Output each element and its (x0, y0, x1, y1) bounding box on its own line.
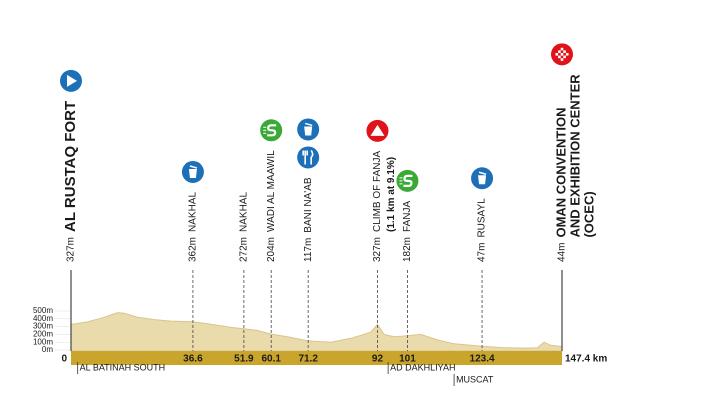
x-tick-label: 92 (372, 354, 384, 365)
y-tick-label: 400m (33, 314, 53, 323)
elevation-profile (70, 312, 563, 352)
icon-glyph (304, 126, 313, 136)
waypoint-elevation: 362m (188, 237, 199, 262)
y-tick-label: 300m (33, 322, 53, 331)
icon-start (60, 69, 82, 92)
x-tick-label: 71.2 (298, 354, 318, 365)
icon-sprint (260, 119, 283, 142)
x-tick-label: 36.6 (183, 354, 203, 365)
waypoint-elevation: 117m (303, 238, 314, 262)
x-tick-label: 101 (399, 354, 416, 365)
y-tick-label: 500m (33, 306, 53, 315)
icon-glyph (558, 55, 561, 59)
icon-glyph (478, 175, 487, 185)
waypoint-name: FANJA (402, 201, 413, 232)
y-tick-label: 0m (42, 345, 53, 354)
icon-glyph (563, 55, 566, 59)
waypoint-name: CLIMB OF FANJA (372, 151, 383, 232)
icon-glyph (565, 53, 569, 56)
y-tick-label: 200m (33, 330, 53, 339)
icon-feed (471, 167, 494, 190)
waypoint-name: WADI AL MAAWIL (266, 150, 277, 232)
icon-glyph (558, 50, 561, 54)
x-tick-label: 147.4 km (565, 354, 607, 365)
icon-food (297, 146, 320, 169)
waypoint-name: BANI NA'AB (303, 177, 314, 233)
icon-feed (297, 118, 320, 141)
icon-glyph (403, 174, 413, 187)
icon-glyph (67, 74, 77, 87)
region-label: AL BATINAH SOUTH (80, 362, 166, 372)
icon-sprint (396, 169, 419, 192)
icon-glyph (478, 171, 487, 175)
icon-glyph (563, 50, 566, 54)
icon-glyph (188, 168, 197, 178)
icon-finish (551, 43, 573, 66)
waypoint-elevation: 272m (239, 237, 250, 262)
region-label: MUSCAT (456, 374, 494, 384)
icon-glyph (560, 47, 564, 51)
waypoint-name: (OCEC) (581, 191, 596, 237)
waypoint-elevation: 182m (402, 237, 413, 262)
x-tick-label: 0 (61, 354, 67, 365)
waypoint-elevation: 204m (266, 237, 277, 262)
waypoint-name: AND EXHIBITION CENTER (567, 74, 582, 238)
icon-glyph (302, 149, 314, 165)
waypoint-elevation: 44m (557, 243, 568, 262)
icon-glyph (370, 124, 385, 136)
waypoint-elevation: 327m (372, 237, 383, 262)
waypoint-name: RUSAYL (477, 198, 488, 238)
icon-feed (181, 160, 204, 183)
x-tick-label: 123.4 (470, 354, 495, 365)
waypoint-name: OMAN CONVENTION (553, 108, 568, 238)
x-tick-label: 51.9 (234, 354, 254, 365)
region-label: AD DAKHLIYAH (390, 362, 455, 372)
icon-circle (297, 146, 320, 169)
icon-glyph (267, 124, 277, 137)
icon-glyph (304, 122, 313, 127)
waypoint-name: AL RUSTAQ FORT (62, 101, 79, 232)
distance-bar (71, 351, 562, 365)
icon-glyph (189, 165, 198, 169)
x-tick-label: 60.1 (261, 354, 281, 365)
icon-glyph (560, 58, 564, 61)
icon-glyph (560, 53, 564, 56)
waypoint-name: (1.1 km at 9.1%) (386, 157, 397, 232)
waypoint-name: NAKHAL (188, 192, 199, 232)
waypoint-name: NAKHAL (239, 192, 250, 232)
y-tick-label: 100m (33, 337, 53, 346)
icon-climb (366, 119, 389, 142)
icon-glyph (555, 53, 559, 56)
waypoint-elevation: 327m (66, 237, 77, 262)
waypoint-elevation: 47m (477, 243, 488, 262)
